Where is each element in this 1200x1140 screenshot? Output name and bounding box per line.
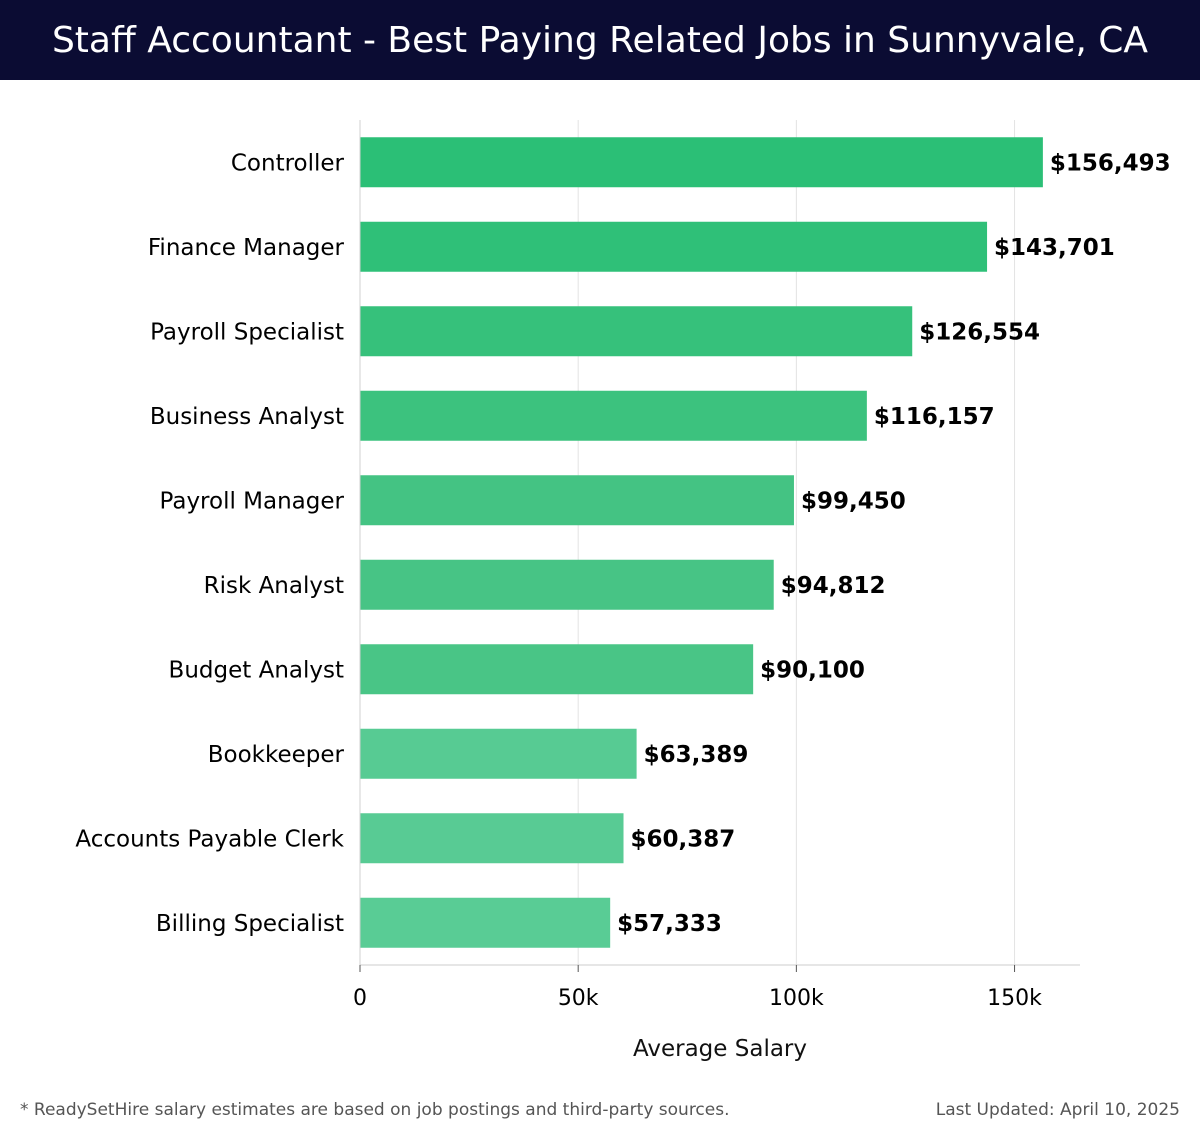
value-label: $60,387 — [631, 826, 736, 852]
x-tick-label: 100k — [769, 986, 824, 1011]
x-axis-title: Average Salary — [633, 1036, 807, 1062]
footer-note: * ReadySetHire salary estimates are base… — [20, 1100, 730, 1120]
bar — [360, 137, 1043, 188]
category-label: Budget Analyst — [169, 657, 344, 683]
category-label: Accounts Payable Clerk — [75, 826, 344, 852]
value-label: $156,493 — [1050, 150, 1171, 176]
bar — [360, 813, 624, 864]
bar — [360, 475, 794, 526]
last-updated: Last Updated: April 10, 2025 — [935, 1100, 1180, 1120]
x-tick-label: 50k — [558, 986, 599, 1011]
category-label: Payroll Manager — [160, 488, 345, 514]
category-label: Business Analyst — [150, 404, 344, 430]
axes: 0 50k 100k 150k Average Salary — [353, 120, 1080, 1062]
value-label: $126,554 — [919, 319, 1040, 345]
value-label: $90,100 — [760, 657, 865, 683]
value-label: $57,333 — [617, 911, 722, 937]
value-label: $63,389 — [644, 742, 749, 768]
bar — [360, 559, 774, 610]
category-label: Bookkeeper — [208, 742, 345, 768]
value-label: $94,812 — [781, 573, 886, 599]
category-label: Finance Manager — [148, 235, 345, 261]
bar — [360, 897, 611, 948]
bar — [360, 221, 988, 272]
bars: Controller $156,493 Finance Manager $143,70… — [75, 137, 1171, 948]
value-label: $143,701 — [994, 235, 1115, 261]
salary-bar-chart: Controller $156,493 Finance Manager $143,70… — [75, 120, 1171, 1062]
x-tick-label: 150k — [987, 986, 1042, 1011]
x-tick-label: 0 — [353, 986, 367, 1011]
value-label: $99,450 — [801, 488, 906, 514]
category-label: Controller — [231, 150, 345, 176]
category-label: Risk Analyst — [204, 573, 344, 599]
value-label: $116,157 — [874, 404, 995, 430]
chart-title: Staff Accountant - Best Paying Related J… — [51, 19, 1149, 61]
bar — [360, 644, 754, 695]
category-label: Billing Specialist — [156, 911, 344, 937]
chart-header: Staff Accountant - Best Paying Related J… — [0, 0, 1200, 80]
bar — [360, 728, 637, 779]
bar — [360, 390, 867, 441]
bar — [360, 306, 913, 357]
category-label: Payroll Specialist — [150, 319, 344, 345]
